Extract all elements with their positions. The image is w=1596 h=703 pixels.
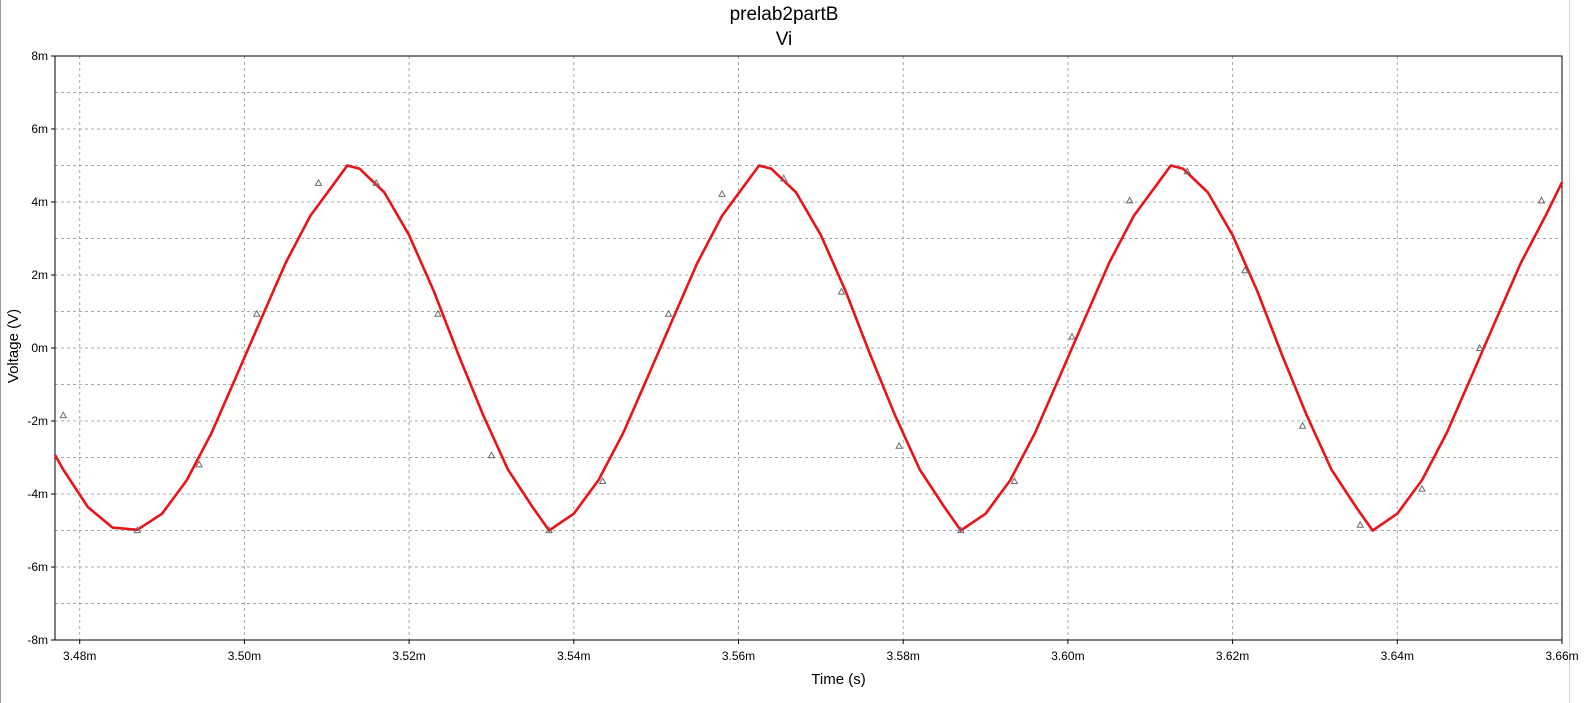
grid xyxy=(55,55,1563,641)
tick-labels: 3.48m 3.50m 3.52m 3.54m 3.56m 3.58m 3.60m 3.62m… xyxy=(27,49,1578,663)
y-tick-label: -6m xyxy=(27,560,48,574)
series-line xyxy=(53,164,1564,532)
data-marker xyxy=(1418,484,1426,492)
y-tick-label: 4m xyxy=(31,195,48,209)
y-tick-label: 2m xyxy=(31,268,48,282)
data-marker xyxy=(195,460,203,468)
y-tick-label: -8m xyxy=(27,633,48,647)
data-marker xyxy=(1125,196,1134,204)
x-tick-label: 3.66m xyxy=(1545,649,1578,663)
x-tick-label: 3.54m xyxy=(557,649,590,663)
y-tick-label: -4m xyxy=(27,487,48,501)
data-marker xyxy=(1183,167,1192,175)
x-axis-label: Time (s) xyxy=(811,671,865,688)
data-marker xyxy=(372,178,381,186)
x-tick-label: 3.60m xyxy=(1051,649,1084,663)
data-marker xyxy=(895,441,903,449)
plot-frame xyxy=(54,55,1563,641)
chart-title: prelab2partB xyxy=(729,4,839,25)
x-tick-label: 3.48m xyxy=(63,649,96,663)
y-tick-label: -2m xyxy=(27,414,48,428)
x-tick-label: 3.52m xyxy=(392,649,425,663)
right-panel-edge xyxy=(1569,0,1596,703)
x-tick-label: 3.50m xyxy=(228,649,261,663)
chart-subtitle: Vi xyxy=(775,29,793,50)
data-marker xyxy=(1010,476,1019,485)
data-marker xyxy=(1537,196,1546,204)
x-tick-label: 3.58m xyxy=(887,649,920,663)
y-axis-label: Voltage (V) xyxy=(5,309,22,383)
data-marker xyxy=(837,287,846,295)
data-marker xyxy=(1356,520,1365,528)
data-marker xyxy=(59,411,68,419)
data-marker xyxy=(133,526,142,534)
data-marker xyxy=(545,526,553,534)
x-tick-label: 3.64m xyxy=(1381,649,1414,663)
y-tick-label: 6m xyxy=(31,122,48,136)
y-tick-label: 0m xyxy=(31,341,48,355)
data-marker xyxy=(1298,421,1307,429)
data-marker xyxy=(314,178,323,186)
x-tick-label: 3.56m xyxy=(722,649,755,663)
data-marker xyxy=(718,189,726,197)
data-marker xyxy=(434,309,442,317)
x-tick-label: 3.62m xyxy=(1216,649,1249,663)
data-marker xyxy=(779,174,788,182)
data-marker xyxy=(1068,332,1076,340)
data-marker xyxy=(957,526,965,534)
data-marker xyxy=(487,451,496,459)
series-layer xyxy=(53,164,1564,532)
data-marker xyxy=(1475,343,1484,351)
data-marker xyxy=(664,309,673,317)
y-tick-label: 8m xyxy=(31,49,48,63)
data-marker xyxy=(252,309,261,317)
data-marker xyxy=(598,476,607,485)
data-marker xyxy=(1241,266,1249,274)
window-edge xyxy=(0,0,1,703)
marker-layer xyxy=(59,167,1546,534)
